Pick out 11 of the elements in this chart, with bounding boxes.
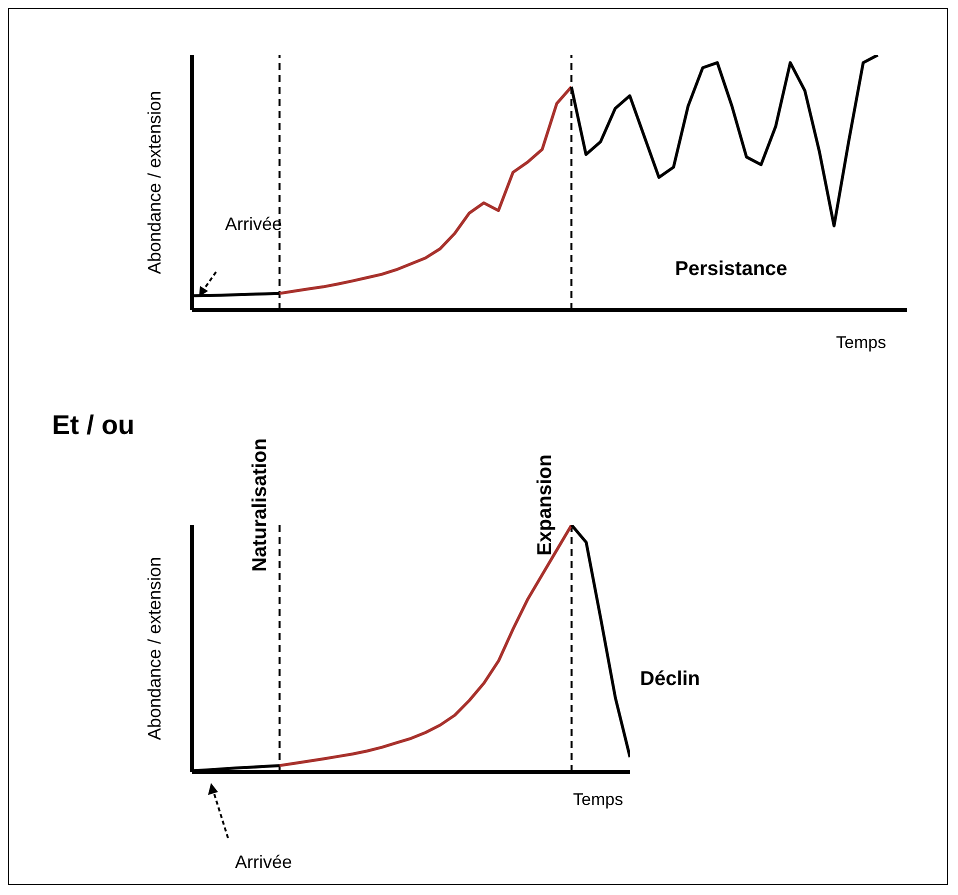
x-axis-title: Temps [573, 790, 624, 810]
annotation: Naturalisation [249, 438, 271, 572]
y-axis-title: Abondance / extension [144, 556, 164, 740]
x-axis-title: Temps [836, 333, 886, 353]
annotation: Persistance [675, 258, 788, 280]
y-axis-title: Abondance / extension [144, 90, 164, 274]
annotation: Arrivée [225, 214, 282, 234]
text: Et / ou [52, 410, 134, 440]
text: Déclin [640, 668, 700, 690]
annotation: Expansion [534, 454, 556, 556]
text: Arrivée [235, 852, 292, 872]
